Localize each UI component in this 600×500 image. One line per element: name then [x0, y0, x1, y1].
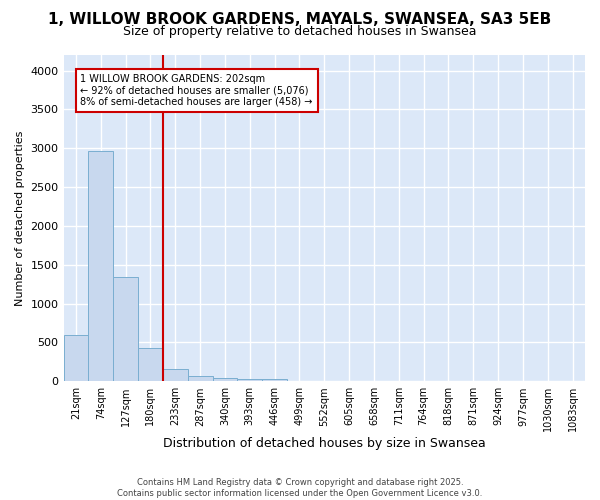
Text: Contains HM Land Registry data © Crown copyright and database right 2025.
Contai: Contains HM Land Registry data © Crown c…: [118, 478, 482, 498]
Bar: [262, 379, 287, 382]
Bar: [138, 348, 163, 382]
Text: 1 WILLOW BROOK GARDENS: 202sqm
← 92% of detached houses are smaller (5,076)
8% o: 1 WILLOW BROOK GARDENS: 202sqm ← 92% of …: [80, 74, 313, 107]
Bar: [212, 378, 238, 382]
Text: 1, WILLOW BROOK GARDENS, MAYALS, SWANSEA, SA3 5EB: 1, WILLOW BROOK GARDENS, MAYALS, SWANSEA…: [49, 12, 551, 28]
Bar: [188, 376, 212, 382]
Bar: [238, 378, 262, 382]
Bar: [88, 150, 113, 382]
Bar: [163, 369, 188, 382]
Text: Size of property relative to detached houses in Swansea: Size of property relative to detached ho…: [123, 25, 477, 38]
Y-axis label: Number of detached properties: Number of detached properties: [15, 130, 25, 306]
Bar: [64, 334, 88, 382]
Bar: [113, 277, 138, 382]
X-axis label: Distribution of detached houses by size in Swansea: Distribution of detached houses by size …: [163, 437, 485, 450]
